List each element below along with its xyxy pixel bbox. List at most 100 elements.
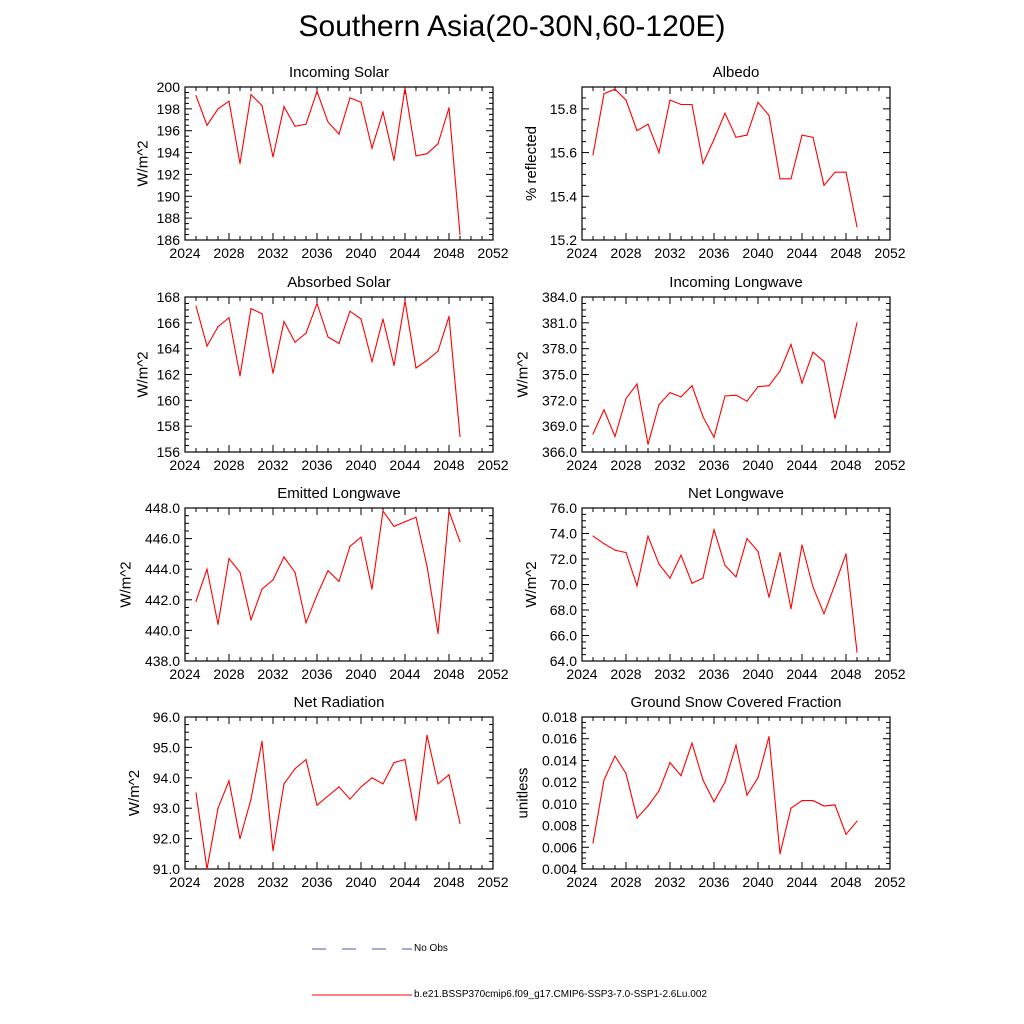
panel-title: Incoming Solar [289, 64, 389, 81]
panel-title: Ground Snow Covered Fraction [631, 694, 842, 711]
data-point [305, 758, 307, 761]
y-tick-label: 0.012 [542, 774, 577, 790]
data-point [349, 310, 351, 312]
data-point [724, 781, 726, 783]
data-point [724, 395, 726, 397]
y-tick-label: 190 [157, 188, 181, 204]
data-point [603, 409, 605, 411]
panel-title: Emitted Longwave [277, 485, 400, 502]
data-point [801, 382, 803, 384]
x-tick-label: 2040 [345, 874, 376, 890]
panel-net-radiation: 2024 2028 2032 2036 2040 2044 2048 2052 91.0 92.0… [126, 694, 509, 890]
x-tick-label: 2036 [698, 666, 729, 682]
panel-absorbed-solar: 2024 2028 2032 2036 2040 2044 2048 2052 156 158 16… [135, 274, 509, 473]
data-point [195, 305, 197, 307]
data-point [702, 416, 704, 418]
y-axis-label: W/m^2 [126, 770, 143, 816]
x-tick-label: 2024 [566, 457, 597, 473]
data-point [448, 315, 450, 317]
x-tick-label: 2028 [213, 245, 244, 261]
data-point [217, 807, 219, 809]
y-tick-label: 96.0 [153, 709, 180, 725]
data-point [779, 178, 781, 180]
y-tick-label: 164 [157, 341, 181, 357]
data-point [349, 798, 351, 800]
x-tick-label: 2052 [477, 245, 508, 261]
data-point [592, 535, 594, 537]
data-point [636, 383, 638, 385]
data-point [801, 800, 803, 802]
data-point [735, 576, 737, 578]
data-point [404, 758, 406, 761]
x-tick-label: 2048 [433, 457, 464, 473]
series-line [195, 300, 461, 437]
y-tick-label: 366.0 [542, 444, 577, 460]
data-point [338, 580, 340, 583]
data-point [371, 147, 373, 149]
data-point [702, 162, 704, 165]
data-point [448, 510, 450, 512]
data-point [823, 184, 825, 186]
data-point [195, 95, 197, 97]
data-point [768, 596, 770, 598]
data-point [437, 783, 439, 785]
y-axis-label: W/m^2 [118, 561, 135, 607]
data-point [360, 101, 362, 103]
data-point [294, 125, 296, 127]
x-tick-label: 2044 [389, 245, 420, 261]
x-tick-label: 2052 [874, 245, 905, 261]
y-tick-label: 186 [157, 232, 181, 248]
data-point [680, 554, 682, 556]
y-tick-label: 372.0 [542, 392, 577, 408]
data-point [647, 805, 649, 807]
data-point [845, 833, 847, 835]
data-point [283, 783, 285, 785]
x-tick-label: 2040 [345, 457, 376, 473]
data-point [757, 550, 759, 552]
x-tick-label: 2024 [169, 457, 200, 473]
y-tick-label: 162 [157, 367, 181, 383]
data-point [239, 162, 241, 165]
data-point [393, 159, 395, 161]
data-point [404, 87, 406, 89]
data-point [404, 300, 406, 302]
data-point [272, 372, 274, 374]
panel-title: Net Radiation [294, 694, 385, 711]
data-point [603, 543, 605, 545]
data-point [294, 571, 296, 573]
data-point [261, 104, 263, 107]
y-tick-label: 168 [157, 289, 181, 305]
y-tick-label: 74.0 [550, 526, 577, 542]
y-tick-label: 0.014 [542, 752, 577, 768]
data-point [371, 588, 373, 590]
data-point [437, 143, 439, 145]
panel-net-longwave: 2024 2028 2032 2036 2040 2044 2048 2052 64.0 66.0… [523, 485, 906, 682]
data-point [856, 226, 858, 228]
x-tick-label: 2048 [830, 666, 861, 682]
x-tick-label: 2028 [610, 874, 641, 890]
data-point [746, 538, 748, 540]
panel-incoming-solar: 2024 2028 2032 2036 2040 2044 2048 2052 186 188 19… [135, 64, 509, 261]
data-point [415, 367, 417, 369]
data-point [669, 762, 671, 764]
data-point [459, 233, 461, 236]
data-point [228, 100, 230, 102]
x-tick-label: 2032 [654, 457, 685, 473]
data-point [735, 136, 737, 138]
y-axis-label: W/m^2 [135, 351, 152, 397]
data-point [625, 99, 627, 101]
data-point [845, 171, 847, 173]
y-tick-label: 166 [157, 315, 181, 331]
y-axis-label: W/m^2 [515, 351, 532, 397]
data-point [393, 762, 395, 764]
data-point [327, 570, 329, 572]
y-tick-label: 446.0 [145, 531, 180, 547]
y-axis-label: % reflected [523, 126, 540, 201]
data-point [768, 114, 770, 117]
y-tick-label: 0.008 [542, 818, 577, 834]
data-point [603, 779, 605, 781]
series-line [592, 736, 858, 854]
data-point [272, 156, 274, 158]
y-axis-label: W/m^2 [523, 561, 540, 607]
x-tick-label: 2040 [742, 666, 773, 682]
